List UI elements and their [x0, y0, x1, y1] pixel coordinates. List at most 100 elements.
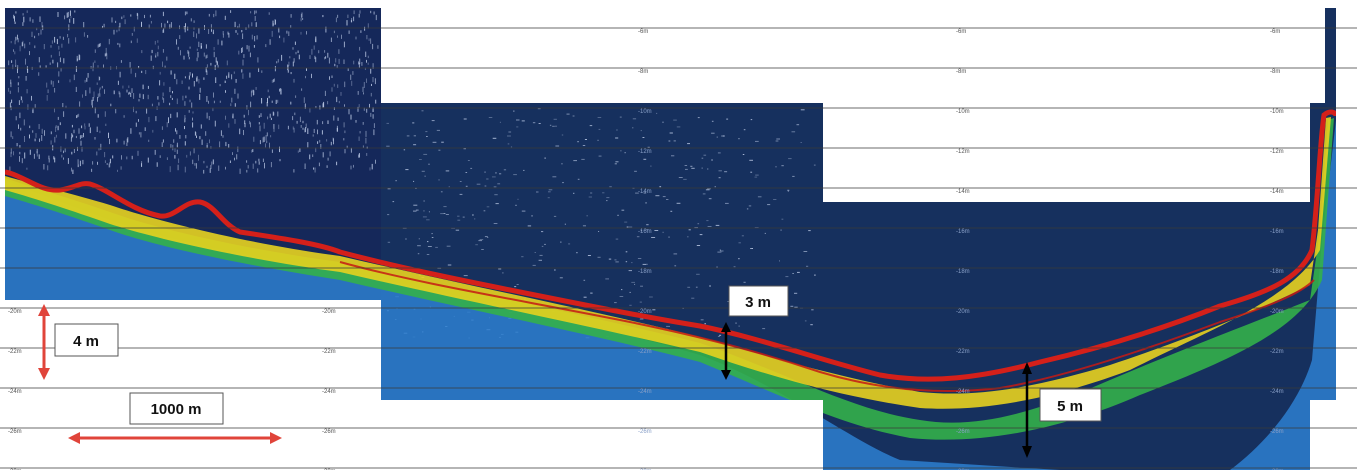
noise-speck [238, 23, 240, 28]
noise-speck [10, 152, 12, 158]
vertical-scale-arrowhead-top [38, 304, 50, 316]
noise-speck [183, 55, 185, 60]
noise-speck [184, 27, 186, 33]
noise-speck [787, 189, 790, 191]
noise-speck [309, 55, 311, 59]
noise-speck [322, 121, 324, 125]
noise-speck [162, 29, 164, 33]
noise-speck [170, 70, 172, 75]
noise-speck [250, 122, 251, 128]
noise-speck [640, 285, 643, 287]
noise-speck [96, 126, 98, 132]
noise-speck [375, 99, 377, 104]
noise-speck [79, 135, 81, 140]
noise-speck [119, 92, 121, 98]
noise-speck [302, 120, 304, 124]
noise-speck [172, 91, 173, 94]
noise-speck [157, 45, 159, 50]
noise-speck [106, 53, 108, 60]
noise-speck [541, 245, 544, 247]
noise-speck [370, 92, 372, 97]
noise-speck [412, 122, 415, 124]
noise-speck [302, 18, 304, 20]
noise-speck [371, 83, 372, 86]
noise-speck [129, 91, 131, 94]
noise-speck [224, 80, 226, 83]
noise-speck [220, 130, 222, 136]
noise-speck [262, 137, 264, 143]
noise-speck [276, 61, 278, 64]
noise-speck [112, 155, 114, 159]
noise-speck [606, 197, 610, 199]
noise-speck [696, 273, 700, 275]
noise-speck [27, 104, 29, 110]
noise-speck [272, 111, 274, 116]
depth-labels: -20m-22m-24m-26m-28m-20m-22m-24m-26m-28m… [8, 29, 1284, 470]
noise-speck [63, 157, 64, 160]
noise-speck [537, 108, 541, 110]
noise-speck [721, 135, 724, 137]
noise-speck [27, 69, 29, 73]
noise-speck [300, 125, 302, 128]
noise-speck [486, 178, 489, 180]
noise-speck [17, 82, 19, 86]
noise-speck [351, 18, 353, 23]
noise-speck [743, 129, 746, 131]
noise-speck [69, 18, 71, 23]
noise-speck [462, 216, 465, 218]
noise-speck [361, 62, 363, 66]
noise-speck [287, 70, 289, 73]
noise-speck [195, 163, 197, 169]
noise-speck [743, 281, 746, 283]
noise-speck [92, 66, 94, 72]
noise-speck [280, 90, 282, 95]
noise-speck [164, 65, 166, 69]
noise-speck [117, 42, 119, 45]
noise-speck [465, 172, 468, 173]
noise-speck [547, 197, 550, 199]
noise-speck [293, 127, 295, 133]
noise-speck [208, 116, 210, 121]
noise-speck [244, 123, 246, 128]
noise-speck [560, 241, 562, 243]
noise-speck [71, 133, 73, 139]
noise-speck [707, 188, 711, 190]
noise-speck [208, 29, 210, 34]
noise-speck [8, 60, 10, 66]
noise-speck [481, 249, 484, 250]
noise-speck [666, 199, 669, 200]
noise-speck [251, 22, 253, 27]
noise-speck [325, 26, 327, 33]
noise-speck [377, 45, 379, 49]
noise-speck [785, 276, 789, 278]
noise-speck [484, 236, 488, 238]
noise-speck [24, 136, 25, 142]
noise-speck [625, 261, 628, 263]
noise-speck [71, 124, 73, 128]
noise-speck [750, 171, 753, 173]
noise-speck [438, 149, 441, 151]
noise-speck [188, 75, 190, 80]
noise-speck [498, 268, 502, 270]
noise-speck [108, 38, 110, 45]
noise-speck [423, 153, 428, 155]
noise-speck [192, 111, 194, 114]
noise-speck [242, 73, 244, 79]
noise-speck [564, 223, 566, 225]
noise-speck [232, 152, 233, 155]
noise-speck [516, 126, 519, 128]
noise-speck [254, 16, 256, 21]
noise-speck [206, 64, 208, 68]
noise-speck [319, 105, 321, 110]
noise-speck [63, 150, 64, 154]
noise-speck [41, 128, 43, 134]
noise-speck [643, 158, 647, 160]
noise-speck [252, 89, 254, 96]
noise-speck [94, 49, 96, 53]
noise-speck [363, 92, 364, 95]
noise-speck [127, 137, 129, 143]
noise-speck [324, 57, 326, 60]
noise-speck [742, 154, 745, 155]
noise-speck [696, 245, 701, 246]
depth-label: -22m [322, 349, 336, 355]
